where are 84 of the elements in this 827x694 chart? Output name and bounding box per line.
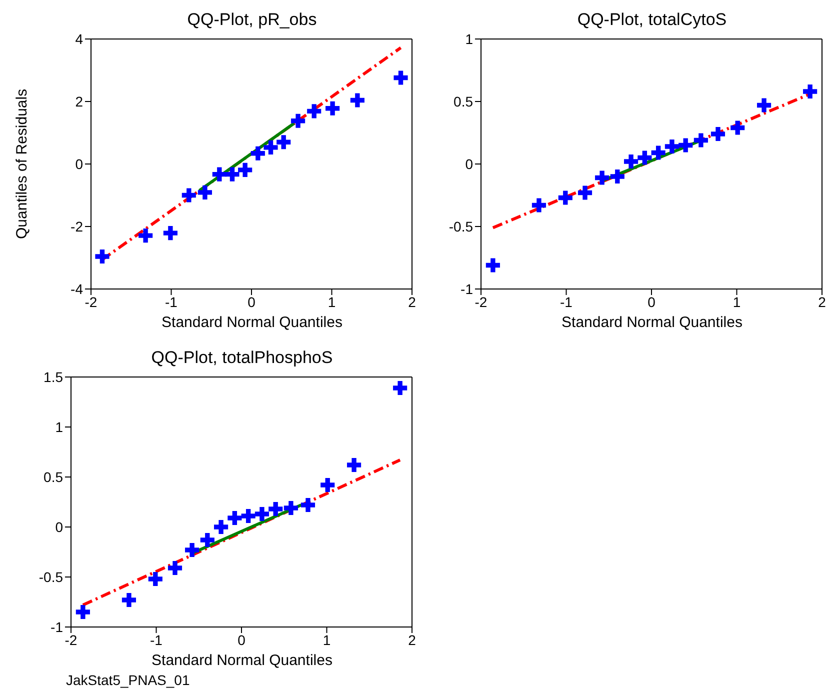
y-axis-title: Quantiles of Residuals (13, 88, 30, 239)
point (182, 188, 196, 202)
point (95, 249, 110, 264)
y-tick-label: -0.5 (448, 218, 474, 234)
point (578, 186, 592, 200)
point (148, 572, 162, 586)
x-tick-label: 2 (408, 294, 416, 310)
point (122, 592, 136, 608)
x-tick-label: 0 (648, 294, 656, 310)
x-tick-label: -1 (150, 632, 163, 648)
point (264, 140, 278, 154)
y-tick-label: 0 (75, 156, 84, 172)
point (678, 138, 693, 152)
point (624, 154, 638, 169)
x-tick-label: 2 (408, 632, 416, 648)
point (200, 532, 214, 548)
x-axis-title: Standard Normal Quantiles (150, 652, 334, 669)
point (198, 185, 212, 200)
chart-title: QQ-Plot, totalCytoS (576, 10, 728, 30)
x-tick-label: 1 (322, 632, 331, 648)
x-tick-label: 0 (248, 294, 256, 310)
point (393, 380, 408, 396)
y-tick-label: -1 (460, 280, 474, 297)
point (300, 498, 316, 512)
chart-title: QQ-Plot, pR_obs (186, 10, 318, 30)
x-tick-label: 2 (818, 294, 826, 310)
point (284, 500, 298, 516)
point (214, 520, 228, 534)
x-tick-label: -1 (165, 294, 178, 310)
y-tick-label: 4 (75, 30, 84, 47)
y-tick-label: 0.5 (44, 468, 64, 485)
x-axis-title: Standard Normal Quantiles (160, 314, 344, 331)
point (651, 146, 666, 160)
y-tick-label: 0 (465, 156, 474, 172)
point (254, 506, 269, 522)
point (595, 170, 610, 185)
point (168, 560, 182, 576)
point (486, 258, 500, 272)
y-tick-label: -0.5 (38, 568, 64, 585)
y-tick-label: 2 (75, 93, 84, 110)
point (532, 198, 546, 212)
y-tick-label: 0.5 (454, 93, 474, 110)
point (694, 133, 708, 148)
point (185, 542, 200, 558)
point (212, 167, 226, 182)
point (610, 169, 624, 184)
point (346, 458, 362, 472)
point (163, 226, 178, 240)
y-tick-label: 0 (55, 518, 64, 535)
point (350, 93, 364, 108)
point (268, 502, 283, 516)
point (291, 114, 306, 128)
y-tick-label: -4 (70, 280, 84, 297)
point (76, 604, 90, 620)
point (394, 70, 408, 85)
y-tick-label: -2 (70, 218, 84, 234)
x-tick-label: -1 (560, 294, 573, 310)
point (228, 510, 242, 526)
point (803, 84, 818, 99)
point (664, 139, 679, 154)
point (276, 135, 291, 150)
point (326, 101, 340, 116)
x-tick-label: 0 (238, 632, 246, 648)
point (730, 120, 745, 135)
x-tick-label: 1 (328, 294, 336, 310)
point (238, 162, 252, 177)
point (307, 104, 322, 118)
y-tick-label: 1 (55, 418, 64, 435)
x-axis-title: Standard Normal Quantiles (560, 314, 744, 331)
point (138, 228, 153, 243)
point (710, 126, 726, 142)
point (320, 478, 335, 492)
y-tick-label: 1.5 (44, 368, 64, 385)
text: JakStat5_PNAS_01 (66, 672, 190, 688)
y-tick-label: 1 (465, 30, 474, 47)
y-tick-label: -1 (50, 618, 64, 635)
point (241, 508, 256, 524)
point (225, 167, 240, 182)
chart-title: QQ-Plot, totalPhosphoS (150, 348, 334, 368)
point (250, 146, 265, 160)
point (638, 150, 652, 165)
point (558, 190, 572, 205)
point (756, 98, 772, 112)
x-tick-label: 1 (732, 294, 741, 310)
